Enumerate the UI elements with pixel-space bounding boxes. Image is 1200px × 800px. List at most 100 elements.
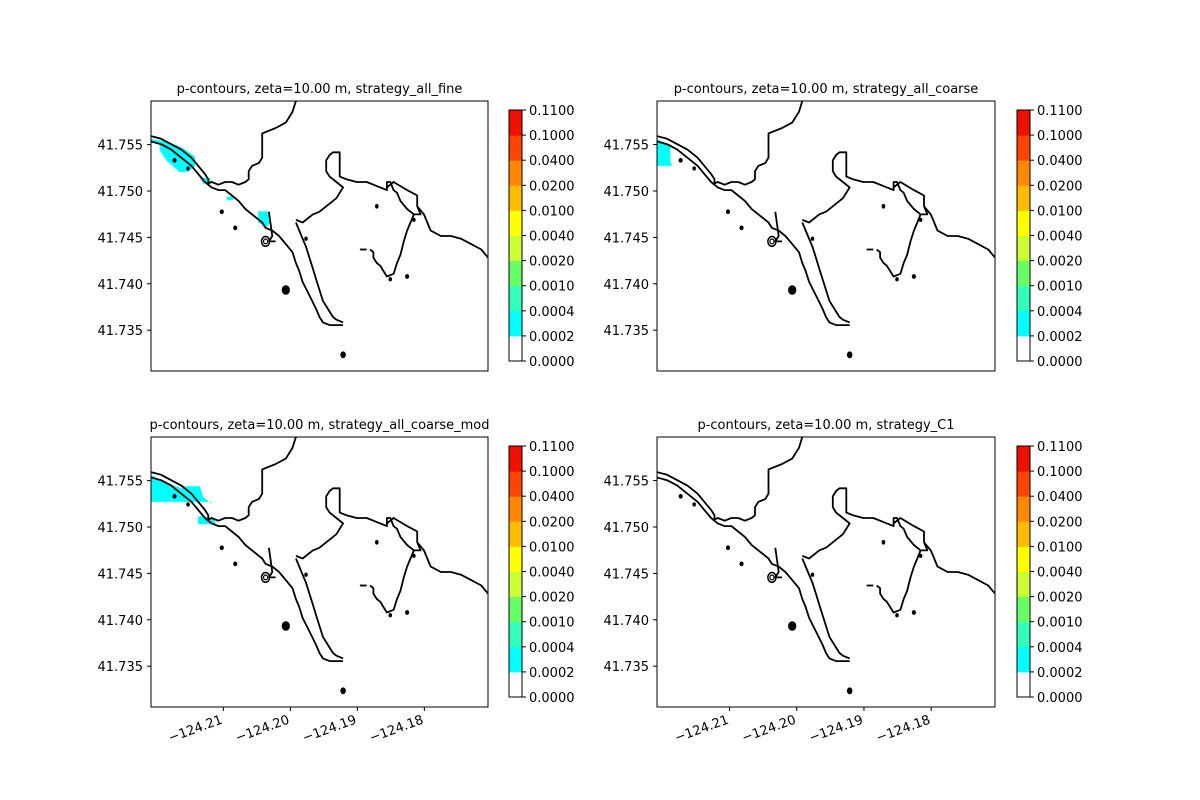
colorbar-segment	[1017, 285, 1030, 312]
chart-title: p-contours, zeta=10.00 m, strategy_all_c…	[150, 418, 490, 433]
colorbar-tick-label: 0.0000	[1037, 691, 1083, 706]
island	[881, 539, 886, 545]
y-tick-label: 41.740	[604, 278, 650, 293]
island	[810, 236, 815, 241]
island	[739, 225, 744, 231]
coastline	[774, 211, 783, 243]
colorbar-tick-label: 0.0000	[529, 691, 575, 706]
colorbar-tick-label: 0.0004	[529, 641, 575, 656]
plot-area	[151, 101, 488, 359]
island	[769, 574, 775, 581]
island	[281, 285, 290, 295]
colorbar-tick-label: 0.0100	[1037, 204, 1083, 219]
y-tick-label: 41.750	[604, 521, 650, 536]
colorbar-tick-label: 0.1000	[1037, 465, 1083, 480]
coastline	[923, 541, 995, 595]
coastline	[295, 558, 344, 660]
island	[233, 225, 238, 231]
chart-title: p-contours, zeta=10.00 m, strategy_C1	[697, 418, 954, 433]
colorbar-tick-label: 0.0100	[1037, 540, 1083, 555]
y-tick-label: 41.755	[98, 139, 144, 154]
island	[340, 687, 346, 695]
colorbar-segment	[1017, 110, 1030, 136]
y-tick-label: 41.750	[98, 185, 144, 200]
chart-title: p-contours, zeta=10.00 m, strategy_all_c…	[674, 82, 979, 97]
colorbar-segment	[1017, 671, 1030, 698]
colorbar-tick-label: 0.0020	[1037, 591, 1083, 606]
colorbar-segment	[1017, 471, 1030, 497]
island	[895, 277, 899, 282]
colorbar-segment	[509, 596, 522, 623]
colorbar-tick-label: 0.0010	[529, 280, 575, 295]
x-tick-label: −124.21	[167, 713, 225, 746]
coastline	[416, 205, 488, 259]
island	[186, 166, 190, 171]
coastline	[801, 558, 851, 660]
colorbar-segment	[1017, 646, 1030, 673]
plot-area	[657, 101, 995, 359]
coastline	[382, 214, 415, 278]
island	[412, 553, 416, 558]
y-tick-label: 41.735	[98, 324, 144, 339]
colorbar-segment	[509, 521, 522, 547]
colorbar-segment	[509, 310, 522, 337]
colorbar-tick-label: 0.0002	[1037, 330, 1083, 345]
coastline	[268, 211, 276, 243]
coastline	[889, 214, 922, 278]
colorbar-tick-label: 0.0000	[529, 355, 575, 370]
island	[678, 158, 683, 163]
coastline	[657, 437, 804, 522]
colorbar-segment	[1017, 210, 1030, 236]
axes-frame	[656, 436, 996, 708]
colorbar-segment	[509, 671, 522, 698]
colorbar-tick-label: 0.0010	[529, 616, 575, 631]
colorbar-tick-label: 0.0200	[529, 515, 575, 530]
y-tick-label: 41.735	[604, 660, 650, 675]
colorbar-tick-label: 0.0004	[1037, 641, 1083, 656]
colorbar-segment	[509, 546, 522, 572]
subplot-2: p-contours, zeta=10.00 m, strategy_all_c…	[604, 82, 1083, 372]
colorbar-segment	[1017, 335, 1030, 362]
colorbar-tick-label: 0.1100	[1037, 440, 1083, 455]
coastline	[876, 584, 891, 608]
y-tick-label: 41.740	[98, 278, 144, 293]
island	[692, 166, 696, 171]
island	[172, 158, 177, 163]
island	[895, 613, 899, 618]
x-tick-label: −124.20	[740, 713, 798, 746]
island	[788, 285, 797, 295]
colorbar-tick-label: 0.0400	[1037, 154, 1083, 169]
coastline	[876, 248, 891, 272]
island	[767, 235, 777, 248]
island	[810, 572, 815, 577]
colorbar-tick-label: 0.0040	[529, 566, 575, 581]
island	[260, 571, 271, 584]
island	[739, 561, 744, 567]
colorbar-tick-label: 0.1000	[529, 129, 575, 144]
coastline	[801, 487, 929, 560]
contour-fill-region	[151, 139, 196, 173]
colorbar-tick-label: 0.1000	[529, 465, 575, 480]
x-tick-label: −124.18	[874, 713, 932, 746]
coastline	[151, 437, 297, 522]
colorbar-segment	[1017, 235, 1030, 262]
colorbar-segment	[509, 160, 522, 186]
colorbar-tick-label: 0.0010	[1037, 280, 1083, 295]
colorbar-tick-label: 0.0004	[529, 305, 575, 320]
colorbar-segment	[509, 646, 522, 673]
plot-area	[151, 437, 488, 695]
colorbar-segment	[509, 446, 522, 472]
island	[304, 572, 308, 577]
island	[304, 236, 308, 241]
coastline	[369, 248, 385, 272]
colorbar-tick-label: 0.0000	[1037, 355, 1083, 370]
y-tick-label: 41.745	[604, 567, 650, 582]
colorbar-tick-label: 0.0400	[529, 490, 575, 505]
axes-frame	[150, 100, 489, 372]
colorbar-tick-label: 0.0400	[1037, 490, 1083, 505]
island	[405, 274, 410, 279]
y-tick-label: 41.750	[98, 521, 144, 536]
island	[233, 561, 238, 567]
coastline	[774, 547, 783, 579]
